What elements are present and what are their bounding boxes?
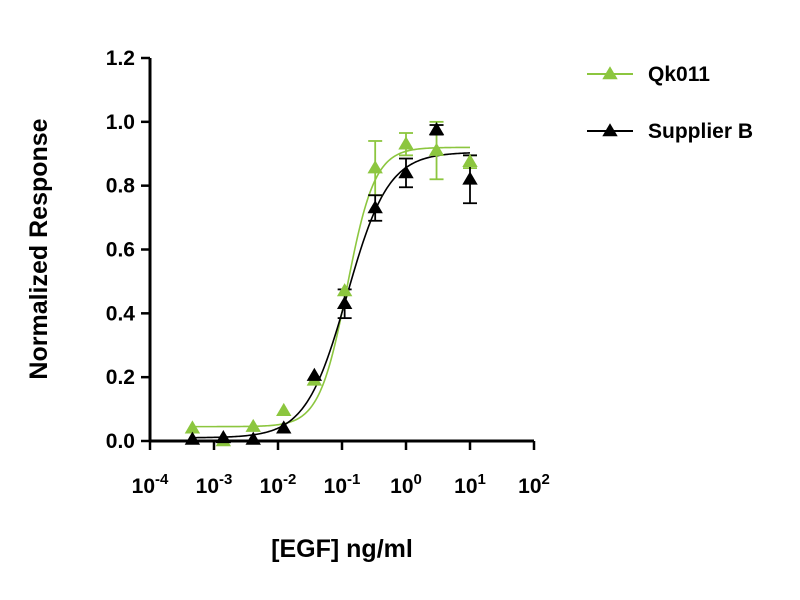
fit-curves bbox=[192, 146, 471, 439]
data-point bbox=[428, 142, 445, 156]
data-point bbox=[276, 420, 292, 434]
data-point bbox=[245, 418, 261, 432]
x-tick-base: 10 bbox=[260, 475, 283, 498]
x-tick-exponent: 2 bbox=[542, 471, 550, 488]
y-tick-label: 0.4 bbox=[106, 302, 136, 325]
x-tick-exponent: -3 bbox=[219, 471, 232, 488]
fit-curve-qk011 bbox=[192, 146, 470, 428]
x-tick-base: 10 bbox=[132, 475, 155, 498]
data-markers bbox=[184, 122, 478, 447]
data-point bbox=[276, 402, 292, 416]
y-ticks: 0.0 0.2 0.4 0.6 0.8 1.0 1.2 bbox=[106, 47, 150, 453]
legend: Qk011 Supplier B bbox=[587, 63, 753, 143]
data-point bbox=[367, 160, 383, 174]
x-axis-title: [EGF] ng/ml bbox=[271, 535, 413, 563]
x-tick-exponent: 1 bbox=[478, 471, 486, 488]
y-axis-title: Normalized Response bbox=[25, 118, 53, 379]
data-point bbox=[428, 122, 445, 136]
legend-label: Qk011 bbox=[648, 63, 710, 86]
data-point bbox=[184, 420, 201, 434]
x-tick-label: 102 bbox=[518, 471, 550, 498]
axes bbox=[148, 58, 534, 443]
data-point bbox=[398, 136, 414, 150]
x-ticks: 10-4 10-3 10-2 10-1 100 101 102 bbox=[132, 441, 550, 498]
fit-curve-supplier-b bbox=[192, 152, 471, 439]
y-tick-label: 1.0 bbox=[106, 111, 135, 134]
x-tick-base: 10 bbox=[390, 475, 413, 498]
y-tick-label: 0.2 bbox=[106, 366, 135, 389]
x-tick-label: 10-1 bbox=[324, 471, 361, 498]
x-tick-base: 10 bbox=[324, 475, 347, 498]
data-point bbox=[367, 200, 383, 214]
data-point bbox=[336, 283, 353, 297]
x-tick-label: 10-3 bbox=[196, 471, 233, 498]
legend-marker-triangle-icon bbox=[602, 66, 618, 80]
data-point bbox=[462, 153, 478, 168]
y-tick-label: 1.2 bbox=[106, 47, 135, 70]
x-tick-exponent: -2 bbox=[283, 471, 296, 488]
x-tick-label: 10-4 bbox=[132, 471, 169, 498]
legend-marker-triangle-icon bbox=[602, 123, 618, 137]
y-tick-label: 0.6 bbox=[106, 239, 135, 262]
data-point bbox=[462, 171, 478, 185]
x-tick-label: 101 bbox=[454, 471, 486, 498]
data-point bbox=[336, 295, 353, 310]
x-tick-label: 100 bbox=[390, 471, 422, 498]
legend-label: Supplier B bbox=[648, 120, 753, 143]
data-point bbox=[398, 165, 414, 179]
x-tick-base: 10 bbox=[196, 475, 219, 498]
x-tick-label: 10-2 bbox=[260, 471, 297, 498]
x-tick-base: 10 bbox=[518, 475, 541, 498]
x-tick-exponent: -1 bbox=[347, 471, 360, 488]
x-tick-base: 10 bbox=[454, 475, 477, 498]
x-tick-exponent: -4 bbox=[155, 471, 169, 488]
y-tick-label: 0.0 bbox=[106, 430, 135, 453]
y-tick-label: 0.8 bbox=[106, 175, 136, 198]
x-tick-exponent: 0 bbox=[414, 471, 422, 488]
data-point bbox=[306, 367, 323, 381]
